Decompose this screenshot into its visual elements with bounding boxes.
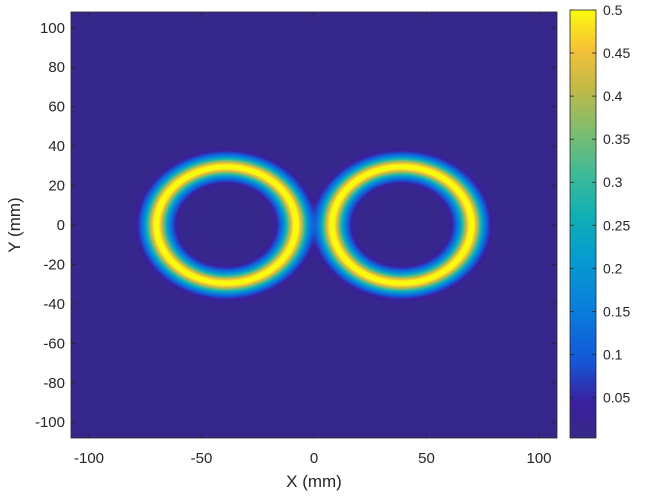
heatmap-image-container (71, 12, 557, 438)
colorbar-tick-label: 0.2 (603, 260, 623, 276)
colorbar-tick-label: 0.5 (603, 2, 623, 18)
y-tick-label: -20 (43, 256, 65, 273)
colorbar-tick-label: 0.35 (603, 131, 630, 147)
y-tick-label: 100 (40, 20, 65, 37)
colorbar-tick-label: 0.45 (603, 45, 630, 61)
colorbar-tick-label: 0.15 (603, 303, 630, 319)
x-axis-ticks: -100 -50 0 50 100 (74, 12, 552, 467)
y-tick-label: -60 (43, 335, 65, 352)
y-axis-title: Y (mm) (5, 197, 24, 252)
y-tick-label: 40 (48, 138, 65, 155)
colorbar-tick-label: 0.3 (603, 174, 623, 190)
y-tick-label: 20 (48, 178, 65, 195)
colorbar-canvas (570, 10, 596, 438)
colorbar: 0.5 0.45 0.4 0.35 0.3 0.25 0.2 0.15 0.1 0.05 (569, 2, 630, 439)
x-tick-label: 50 (418, 450, 435, 467)
heatmap-plot: -100 -50 0 50 100 100 80 60 40 20 0 -20 -40 -60 -80 -1… (35, 11, 558, 467)
y-axis-ticks: 100 80 60 40 20 0 -20 -40 -60 -80 -100 (35, 20, 557, 431)
colorbar-tick-label: 0.4 (603, 88, 623, 104)
y-tick-label: -80 (43, 375, 65, 392)
y-tick-label: 60 (48, 99, 65, 116)
y-tick-label: 0 (57, 217, 65, 234)
x-axis-title: X (mm) (286, 472, 342, 491)
x-tick-label: -100 (74, 450, 104, 467)
colorbar-tick-label: 0.1 (603, 346, 623, 362)
x-tick-label: 0 (310, 450, 318, 467)
x-tick-label: 100 (526, 450, 551, 467)
colorbar-tick-label: 0.25 (603, 217, 630, 233)
heatmap-canvas (71, 12, 557, 438)
colorbar-image-container (570, 10, 596, 438)
colorbar-ticks: 0.5 0.45 0.4 0.35 0.3 0.25 0.2 0.15 0.1 0.05 (570, 2, 630, 406)
colorbar-frame (569, 9, 597, 439)
x-tick-label: -50 (191, 450, 213, 467)
y-tick-label: -40 (43, 296, 65, 313)
colorbar-tick-label: 0.05 (603, 390, 630, 406)
y-tick-label: -100 (35, 414, 65, 431)
y-tick-label: 80 (48, 59, 65, 76)
